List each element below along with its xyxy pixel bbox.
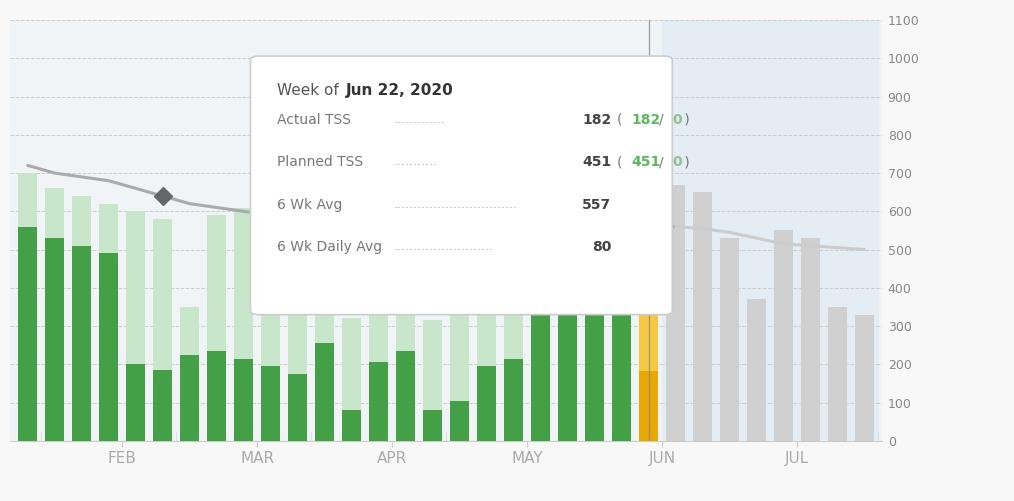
Text: 6 Wk Daily Avg: 6 Wk Daily Avg [277, 240, 382, 255]
Bar [504, 359, 523, 441]
Bar [558, 278, 577, 441]
Bar [342, 410, 361, 441]
Text: 80: 80 [592, 240, 611, 255]
Bar [450, 401, 469, 441]
Bar [611, 234, 632, 441]
Bar [179, 355, 200, 441]
Text: /: / [659, 155, 668, 169]
Text: ): ) [680, 155, 691, 169]
Bar [72, 246, 91, 441]
Bar [18, 173, 38, 441]
Bar [477, 254, 497, 441]
Bar [99, 204, 119, 441]
Bar [639, 371, 658, 441]
Bar [369, 230, 388, 441]
Bar [827, 307, 848, 441]
Bar [261, 366, 281, 441]
Bar [477, 366, 497, 441]
Bar [855, 315, 874, 441]
Text: (: ( [617, 155, 627, 169]
Bar [450, 265, 469, 441]
Bar [585, 267, 604, 441]
Bar [558, 242, 577, 441]
Bar [261, 230, 281, 441]
Text: /: / [659, 113, 668, 127]
Bar [423, 410, 442, 441]
Bar [585, 238, 604, 441]
Bar [99, 254, 119, 441]
Text: 0: 0 [672, 155, 681, 169]
Text: Actual TSS: Actual TSS [277, 113, 351, 127]
Text: 451: 451 [632, 155, 661, 169]
Text: Week of: Week of [277, 83, 344, 98]
Bar [662, 20, 878, 441]
Bar [153, 370, 172, 441]
Bar [179, 307, 200, 441]
Bar [234, 359, 254, 441]
Bar [288, 221, 307, 441]
Bar [342, 319, 361, 441]
Text: Planned TSS: Planned TSS [277, 155, 363, 169]
Bar [423, 320, 442, 441]
Text: 182: 182 [632, 113, 661, 127]
Text: .............: ............. [393, 113, 445, 126]
Bar [747, 299, 767, 441]
Bar [126, 364, 145, 441]
Bar [395, 351, 416, 441]
Text: 182: 182 [582, 113, 611, 127]
Bar [207, 351, 226, 441]
Bar [693, 192, 713, 441]
Text: ...............................: ............................... [393, 198, 517, 211]
Bar [45, 238, 65, 441]
Text: 451: 451 [582, 155, 611, 169]
Text: 6 Wk Avg: 6 Wk Avg [277, 198, 342, 212]
Bar [611, 263, 632, 441]
Bar [315, 343, 335, 441]
Bar [801, 238, 820, 441]
Text: .........................: ......................... [393, 240, 494, 254]
Text: 557: 557 [582, 198, 611, 212]
Bar [531, 313, 551, 441]
Bar [774, 230, 793, 441]
Bar [234, 207, 254, 441]
Bar [288, 374, 307, 441]
Bar [153, 219, 172, 441]
Bar [369, 362, 388, 441]
Bar [666, 184, 685, 441]
Bar [315, 225, 335, 441]
Bar [531, 246, 551, 441]
Bar [504, 257, 523, 441]
Text: 0: 0 [672, 113, 681, 127]
Bar [639, 269, 658, 441]
Text: ...........: ........... [393, 155, 437, 168]
Text: ): ) [680, 113, 691, 127]
Text: (: ( [617, 113, 627, 127]
Bar [45, 188, 65, 441]
Bar [72, 196, 91, 441]
Bar [126, 211, 145, 441]
Bar [395, 225, 416, 441]
Text: Jun 22, 2020: Jun 22, 2020 [346, 83, 453, 98]
Bar [720, 238, 739, 441]
Bar [207, 215, 226, 441]
Bar [18, 226, 38, 441]
